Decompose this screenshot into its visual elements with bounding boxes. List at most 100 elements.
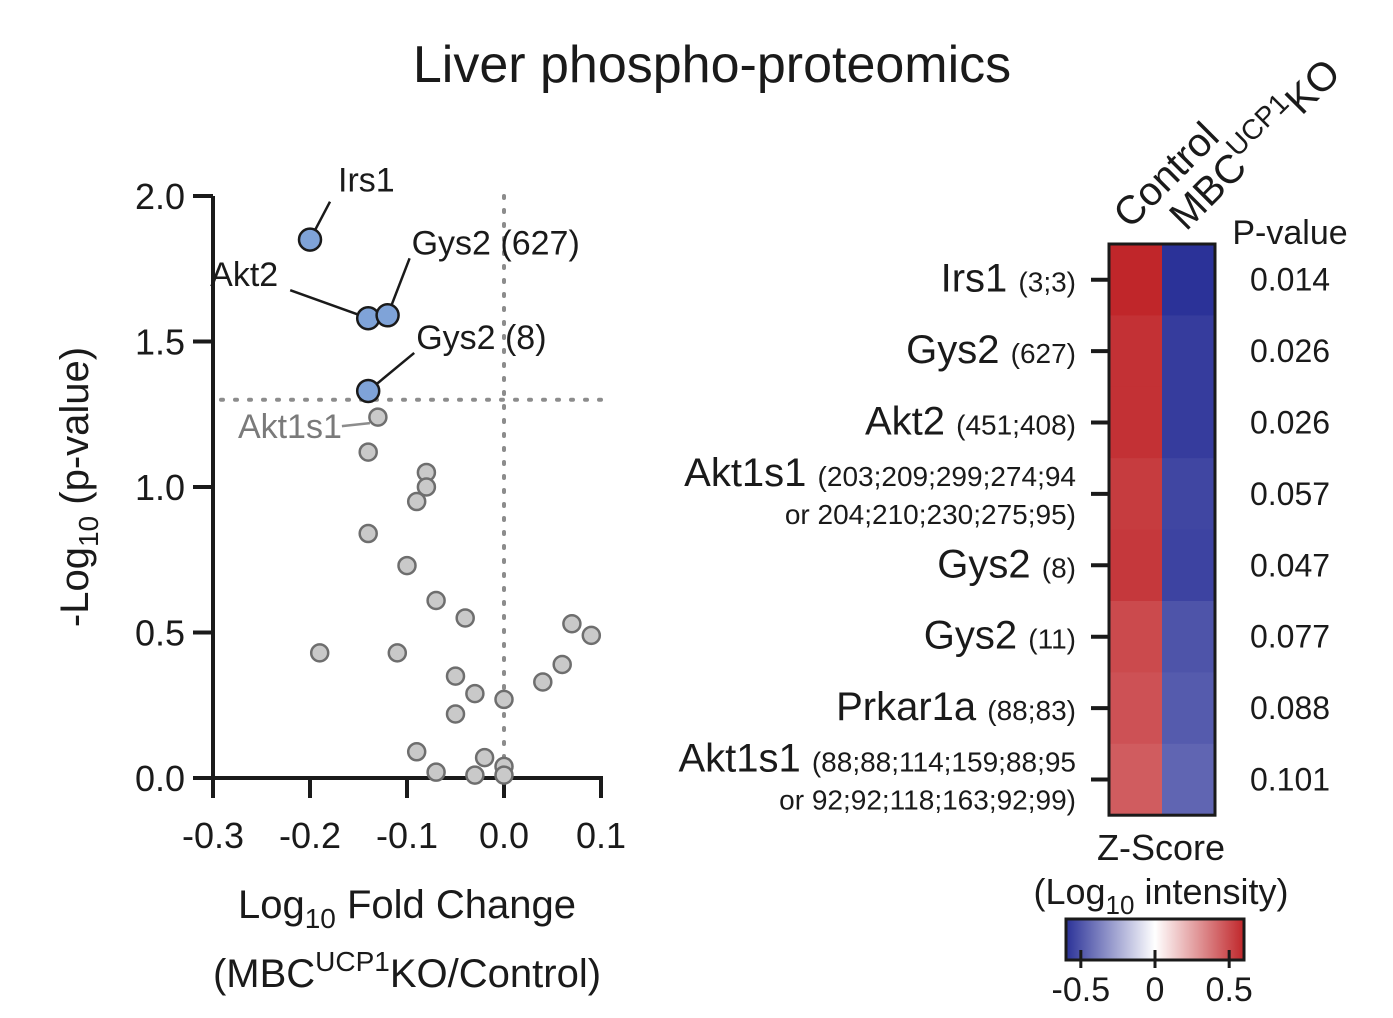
heatmap-cell-control xyxy=(1109,315,1162,388)
heatmap-cell-ko xyxy=(1162,601,1215,673)
row-label-akt1s1: Akt1s1 (203;209;299;274;94 xyxy=(684,451,1076,495)
site-label: (451;408) xyxy=(956,410,1076,441)
heatmap-cell-ko xyxy=(1162,315,1215,388)
y-tick-label: 2.0 xyxy=(135,176,185,217)
data-point xyxy=(387,643,408,663)
data-point xyxy=(309,643,330,663)
heatmap-cell-ko xyxy=(1162,386,1215,459)
row-pvalue: 0.077 xyxy=(1250,619,1330,655)
data-point xyxy=(533,672,553,692)
row-label-irs1: Irs1 (3;3) xyxy=(941,257,1076,301)
data-point xyxy=(426,762,446,782)
heatmap-cell-control xyxy=(1109,529,1162,602)
row-label-akt1s1: Akt1s1 (88;88;114;159;88;95 xyxy=(678,737,1076,781)
row-label-line2: or 204;210;230;275;95) xyxy=(785,499,1076,530)
site-label: (88;83) xyxy=(987,695,1076,726)
heatmap-cell-control xyxy=(1109,672,1162,745)
site-label: (88;88;114;159;88;95 xyxy=(812,747,1076,778)
x-tick-label: -0.2 xyxy=(279,815,341,856)
data-point xyxy=(465,683,485,704)
gene-name: Irs1 xyxy=(941,257,1019,301)
y-tick-label: 0.5 xyxy=(135,613,185,654)
figure-title: Liver phospho-proteomics xyxy=(413,36,1011,94)
heatmap-cell-control xyxy=(1109,386,1162,459)
volcano-y-axis-title: -Log10 (p-value) xyxy=(53,347,104,627)
highlighted-point-gys2-627 xyxy=(375,303,400,328)
data-point xyxy=(406,491,427,512)
data-point xyxy=(494,689,514,710)
row-pvalue: 0.088 xyxy=(1250,690,1330,726)
data-point xyxy=(426,590,446,611)
heatmap-cell-ko xyxy=(1162,244,1215,316)
point-label-irs1: Irs1 xyxy=(338,162,395,200)
site-label: (11) xyxy=(1028,624,1076,655)
callout-line-akt2 xyxy=(289,289,369,320)
highlighted-point-gys2-8 xyxy=(355,378,381,404)
gene-name: Gys2 xyxy=(906,328,1010,372)
x-tick-label: -0.1 xyxy=(376,815,438,856)
heatmap-cell-control xyxy=(1109,244,1162,316)
colorbar-subtitle: (Log10 intensity) xyxy=(1033,871,1288,920)
gene-name: Gys2 xyxy=(924,614,1028,658)
data-point xyxy=(562,614,582,634)
heatmap-cell-ko xyxy=(1162,529,1215,602)
row-pvalue: 0.026 xyxy=(1250,333,1330,369)
volcano-plot: -0.3 -0.2 -0.1 0.0 0.1 0.0 0.5 1.0 1.5 2.0 Irs1 Ak… xyxy=(53,162,626,996)
point-label-gys2-8: Gys2 (8) xyxy=(416,319,546,357)
row-pvalue: 0.101 xyxy=(1250,762,1330,798)
data-point xyxy=(416,477,437,497)
colorbar-tick-label: 0.5 xyxy=(1206,971,1253,1009)
point-label-akt1s1: Akt1s1 xyxy=(238,408,342,446)
site-label: (203;209;299;274;94 xyxy=(818,461,1076,492)
row-pvalue: 0.026 xyxy=(1250,405,1330,441)
heatmap-cell-ko xyxy=(1162,672,1215,745)
heatmap-cell-control xyxy=(1109,601,1162,673)
gene-name: Prkar1a xyxy=(836,685,987,729)
y-tick-label: 1.0 xyxy=(135,467,185,508)
data-point xyxy=(455,608,475,628)
gene-name: Akt1s1 xyxy=(684,451,817,495)
data-point xyxy=(358,523,378,544)
row-label-gys2: Gys2 (8) xyxy=(937,542,1076,586)
data-point xyxy=(445,704,466,724)
y-tick-label: 1.5 xyxy=(135,322,185,363)
callout-line-akt1s1 xyxy=(341,421,371,428)
data-point xyxy=(406,742,427,762)
x-tick-label: 0.1 xyxy=(576,815,626,856)
site-label: (3;3) xyxy=(1018,267,1076,298)
heatmap-cell-ko xyxy=(1162,458,1215,531)
row-label-gys2: Gys2 (11) xyxy=(924,614,1076,658)
pvalue-header: P-value xyxy=(1232,214,1347,252)
row-label-gys2: Gys2 (627) xyxy=(906,328,1076,372)
data-point xyxy=(358,442,378,462)
row-label-akt2: Akt2 (451;408) xyxy=(865,400,1076,444)
volcano-x-axis-title-line1: Log10 Fold Change xyxy=(238,883,576,934)
site-label: (8) xyxy=(1042,552,1076,583)
data-point xyxy=(494,765,514,785)
heatmap-cell-control xyxy=(1109,743,1162,816)
row-pvalue: 0.014 xyxy=(1250,262,1330,298)
data-point xyxy=(552,654,572,675)
colorbar-title: Z-Score xyxy=(1097,827,1225,868)
y-tick-label: 0.0 xyxy=(135,758,185,799)
data-point xyxy=(445,666,466,686)
data-point xyxy=(581,625,602,646)
gene-name: Akt2 xyxy=(865,400,956,444)
x-tick-label: -0.3 xyxy=(182,815,244,856)
volcano-x-axis-title-line2: (MBCUCP1KO/Control) xyxy=(213,946,601,996)
data-point xyxy=(397,555,417,576)
site-label: (627) xyxy=(1011,338,1076,369)
heatmap-cell-ko xyxy=(1162,743,1215,816)
heatmap-cell-control xyxy=(1109,458,1162,531)
heatmap-frame xyxy=(1107,242,1217,817)
row-pvalue: 0.047 xyxy=(1250,547,1330,583)
point-label-akt2: Akt2 xyxy=(210,256,278,294)
point-label-gys2-627: Gys2 (627) xyxy=(412,224,580,262)
gene-name: Akt1s1 xyxy=(678,737,811,781)
gene-name: Gys2 xyxy=(937,542,1041,586)
colorbar-tick-label: 0 xyxy=(1146,971,1165,1009)
highlighted-point-irs1 xyxy=(297,227,323,252)
row-label-line2: or 92;92;118;163;92;99) xyxy=(779,785,1076,816)
